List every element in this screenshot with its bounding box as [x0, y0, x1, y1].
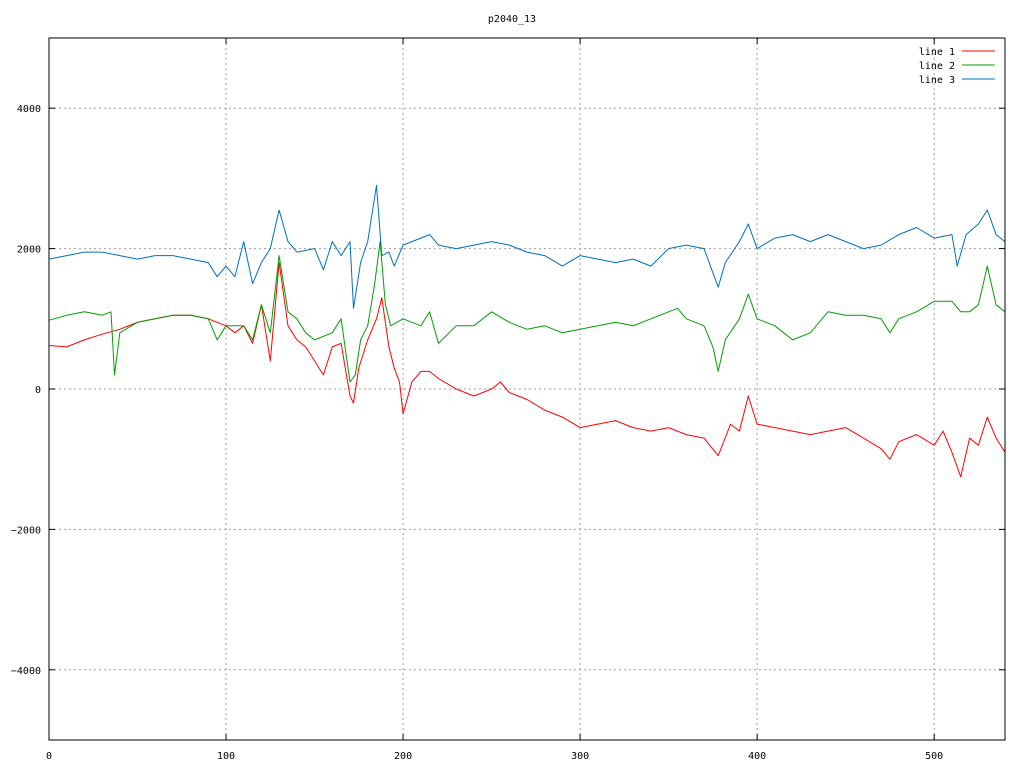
x-tick-label: 400 — [748, 751, 766, 762]
series-lines — [48, 184, 1006, 478]
x-tick-label: 200 — [394, 751, 412, 762]
x-tick-label: 0 — [46, 751, 52, 762]
series-line-3 — [48, 184, 1006, 309]
y-tick-label: −2000 — [11, 525, 41, 536]
series-line-1 — [48, 262, 1006, 478]
grid-lines — [49, 38, 1005, 740]
legend: line 1 line 2 line 3 — [919, 47, 995, 86]
x-tick-label: 300 — [571, 751, 589, 762]
chart-title: p2040_13 — [488, 14, 536, 25]
y-tick-label: 0 — [35, 385, 41, 396]
legend-label-2: line 2 — [919, 61, 955, 72]
series-line-2 — [48, 241, 1006, 383]
plot-area-border — [48, 37, 1006, 741]
x-tick-label: 100 — [217, 751, 235, 762]
y-tick-label: 2000 — [17, 245, 41, 256]
y-tick-label: −4000 — [11, 666, 41, 677]
axis-ticks: 0 100 200 300 400 500 −4000 −2000 0 2000 4000 — [11, 38, 1005, 762]
legend-label-1: line 1 — [919, 47, 955, 58]
y-tick-label: 4000 — [17, 104, 41, 115]
x-tick-label: 500 — [925, 751, 943, 762]
legend-label-3: line 3 — [919, 75, 955, 86]
